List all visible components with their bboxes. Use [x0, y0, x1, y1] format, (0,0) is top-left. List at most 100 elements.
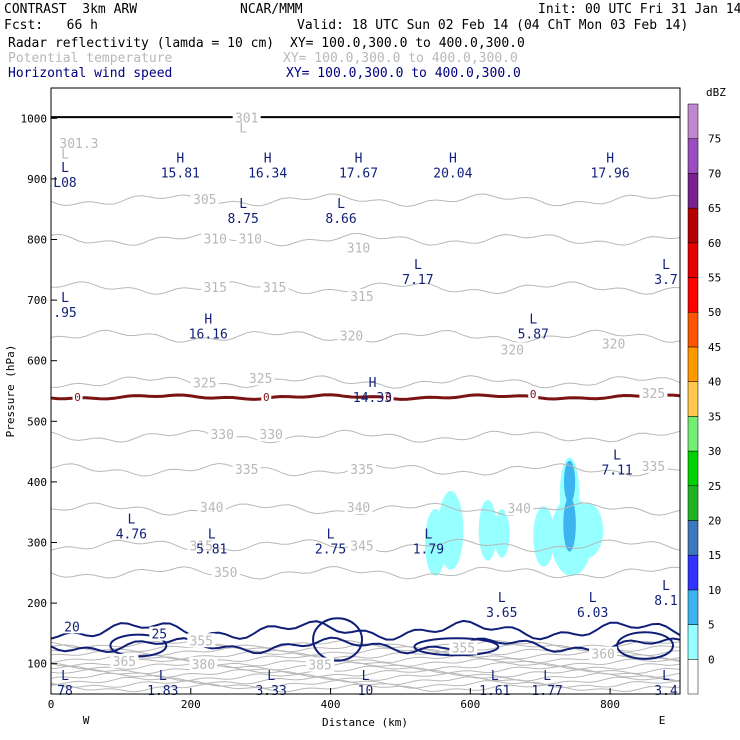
theta-label-bg [197, 499, 226, 514]
theta-extremum: L [61, 148, 69, 163]
theta-label-bg [208, 427, 237, 442]
theta-label-bg [246, 370, 275, 385]
wind-extremum-value: 5.87 [518, 327, 549, 342]
wind-extremum-value: 1.61 [479, 684, 510, 699]
colorbar-level-label: 15 [708, 549, 721, 562]
theta-contour-line [51, 193, 680, 208]
theta-contour-line [51, 672, 680, 682]
colorbar-swatch [687, 520, 699, 556]
colorbar-level-label: 70 [708, 167, 721, 180]
theta-label: 301 [235, 111, 258, 126]
theta-label-bg [187, 633, 216, 648]
theta-label-bg [190, 375, 219, 390]
theta-label-bg [344, 499, 373, 514]
theta-contour-line [51, 665, 680, 675]
x-tick-label: 600 [460, 698, 480, 711]
wind-contour-label: 25 [151, 628, 167, 643]
theta-label-bg [599, 336, 628, 351]
wind-extremum-value: L08 [53, 176, 76, 191]
theta-label: 340 [347, 501, 370, 516]
wind-extremum-type: L [613, 449, 621, 464]
theta-label: 301.3 [59, 137, 98, 152]
theta-label-bg [110, 653, 139, 668]
wind-extremum-type: H [449, 152, 457, 167]
wind-extremum-value: 5.81 [196, 542, 227, 557]
theta-label: 310 [347, 242, 370, 257]
theta-label-bg [236, 231, 265, 246]
colorbar-level-label: 45 [708, 341, 721, 354]
theta-label: 310 [238, 233, 261, 248]
colorbar-level-label: 25 [708, 480, 721, 493]
wind-extremum-value: .95 [53, 306, 76, 321]
wind-extremum-value: 78 [57, 684, 73, 699]
x-tick-label: 400 [321, 698, 341, 711]
theta-label: 335 [235, 463, 258, 478]
wind-extremum-type: L [61, 291, 69, 306]
theta-contour-line [51, 429, 680, 444]
colorbar-level-label: 75 [708, 133, 721, 146]
wind-extremum-value: 17.96 [591, 167, 630, 182]
wind-extremum-value: 3.33 [255, 684, 286, 699]
theta-label-bg [344, 240, 373, 255]
theta-contour-line [51, 658, 680, 668]
colorbar-level-label: 0 [708, 653, 715, 666]
theta-label: 345 [350, 540, 373, 555]
theta-contour-line [51, 502, 680, 516]
theta-label: 335 [642, 460, 665, 475]
colorbar-level-label: 20 [708, 514, 721, 527]
theta-label: 335 [350, 463, 373, 478]
wind-extremum-type: L [491, 669, 499, 684]
theta-label-bg [187, 538, 216, 553]
colorbar-swatch [687, 659, 699, 695]
axes-layer: 0 200 400 600 800100200300400500600700800900… [21, 112, 621, 711]
wind-layer [51, 617, 680, 662]
theta-label: 315 [203, 281, 226, 296]
wind-contour-loop [616, 631, 675, 660]
field-wind-xy: XY= 100.0,300.0 to 400.0,300.0 [286, 66, 521, 81]
wind-extremum-type: H [204, 312, 212, 327]
colorbar-swatch [687, 381, 699, 417]
colorbar: 0 5 10 15 20 25 30 35 40 45 50 55 60 65 70 75 dBZ [687, 86, 726, 695]
theta-label: 315 [190, 540, 213, 555]
theta-label: 380 [192, 658, 215, 673]
colorbar-swatch [687, 624, 699, 660]
wind-extremum-value: 7.11 [601, 464, 632, 479]
colorbar-swatch [687, 242, 699, 278]
theta-label: 385 [308, 659, 331, 674]
colorbar-level-label: 50 [708, 306, 721, 319]
wind-contour-loop [413, 637, 500, 657]
theta-label: 355 [452, 642, 475, 657]
theta-label-bg [189, 656, 218, 671]
y-tick-label: 800 [27, 234, 47, 247]
wind-extremum-value: 1.79 [413, 542, 444, 557]
zero-line-label: 0 [530, 388, 537, 401]
wind-extremum-type: L [208, 527, 216, 542]
theta-label-bg [348, 461, 377, 476]
wind-extremum-value: 7.17 [402, 273, 433, 288]
wind-extremum-value: 10 [358, 684, 374, 699]
theta-label: 355 [190, 634, 213, 649]
wind-extremum-type: H [606, 152, 614, 167]
theta-label: 320 [501, 343, 524, 358]
wind-extremum-value: 3.65 [486, 606, 517, 621]
wind-extremum-type: L [337, 197, 345, 212]
theta-contour-line [51, 676, 680, 686]
colorbar-level-label: 55 [708, 272, 721, 285]
forecast-hour: Fcst: 66 h [4, 18, 98, 33]
init-time: Init: 00 UTC Fri 31 Jan 14 [538, 2, 740, 17]
refl-5dbz-cell [572, 503, 604, 558]
y-tick-label: 500 [27, 415, 47, 428]
refl-5dbz-cell [438, 490, 464, 570]
theta-label-bg [348, 538, 377, 553]
wind-extremum-value: 8.75 [228, 212, 259, 227]
x-axis-label: Distance (km) [322, 716, 408, 729]
wind-extremum-value: 3.4 [654, 684, 678, 699]
theta-label-bg [306, 657, 335, 672]
theta-label: 315 [263, 281, 286, 296]
x-axis-east-label: E [659, 714, 666, 727]
theta-label: 365 [113, 655, 136, 670]
wind-extremum-value: 4.76 [116, 527, 147, 542]
wind-extremum-type: L [414, 258, 422, 273]
zero-label-bg [72, 391, 83, 404]
